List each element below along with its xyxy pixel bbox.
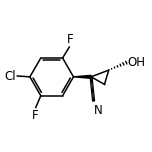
Text: N: N — [94, 104, 103, 117]
Polygon shape — [73, 75, 91, 78]
Text: F: F — [66, 33, 73, 46]
Text: OH: OH — [127, 56, 145, 69]
Text: F: F — [32, 109, 39, 122]
Text: Cl: Cl — [5, 69, 16, 83]
